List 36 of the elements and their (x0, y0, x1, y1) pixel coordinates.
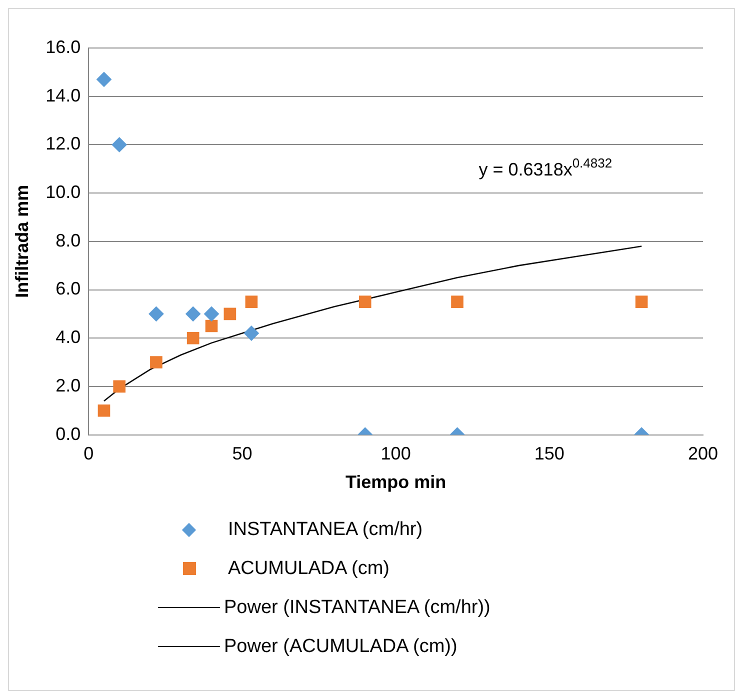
point (358, 296, 372, 308)
legend-label: INSTANTANEA (cm/hr) (228, 518, 423, 540)
legend-label: ACUMULADA (cm) (228, 558, 390, 580)
point (224, 308, 236, 320)
y-tick-label: 16.0 (46, 36, 81, 57)
point (451, 296, 464, 308)
legend-label: Power (INSTANTANEA (cm/hr)) (224, 596, 490, 618)
x-axis-title: Tiempo min (345, 472, 446, 492)
point (186, 306, 201, 322)
y-axis-title: Infiltrada mm (12, 184, 32, 298)
y-tick-label: 6.0 (56, 278, 81, 299)
point (112, 137, 127, 152)
point (244, 326, 259, 341)
point (245, 296, 258, 308)
x-tick-label: 200 (688, 444, 718, 464)
y-tick-label: 8.0 (56, 230, 81, 250)
y-tick-label: 0.0 (56, 424, 81, 444)
x-tick-label: 50 (232, 444, 252, 464)
point (186, 332, 200, 344)
point (204, 306, 220, 322)
point (148, 306, 164, 322)
point (113, 380, 126, 393)
y-tick-label: 14.0 (46, 85, 81, 106)
y-tick-label: 4.0 (56, 327, 81, 348)
point (96, 72, 112, 87)
y-tick-label: 2.0 (56, 375, 81, 396)
legend-label: Power (ACUMULADA (cm)) (224, 636, 458, 658)
point (205, 320, 218, 332)
x-tick-label: 150 (534, 444, 564, 464)
point (150, 356, 162, 368)
x-tick-label: 0 (84, 444, 94, 464)
point (98, 404, 110, 417)
y-tick-label: 10.0 (46, 182, 81, 202)
y-tick-label: 12.0 (46, 134, 81, 154)
x-tick-label: 100 (380, 444, 411, 464)
point (635, 296, 648, 308)
